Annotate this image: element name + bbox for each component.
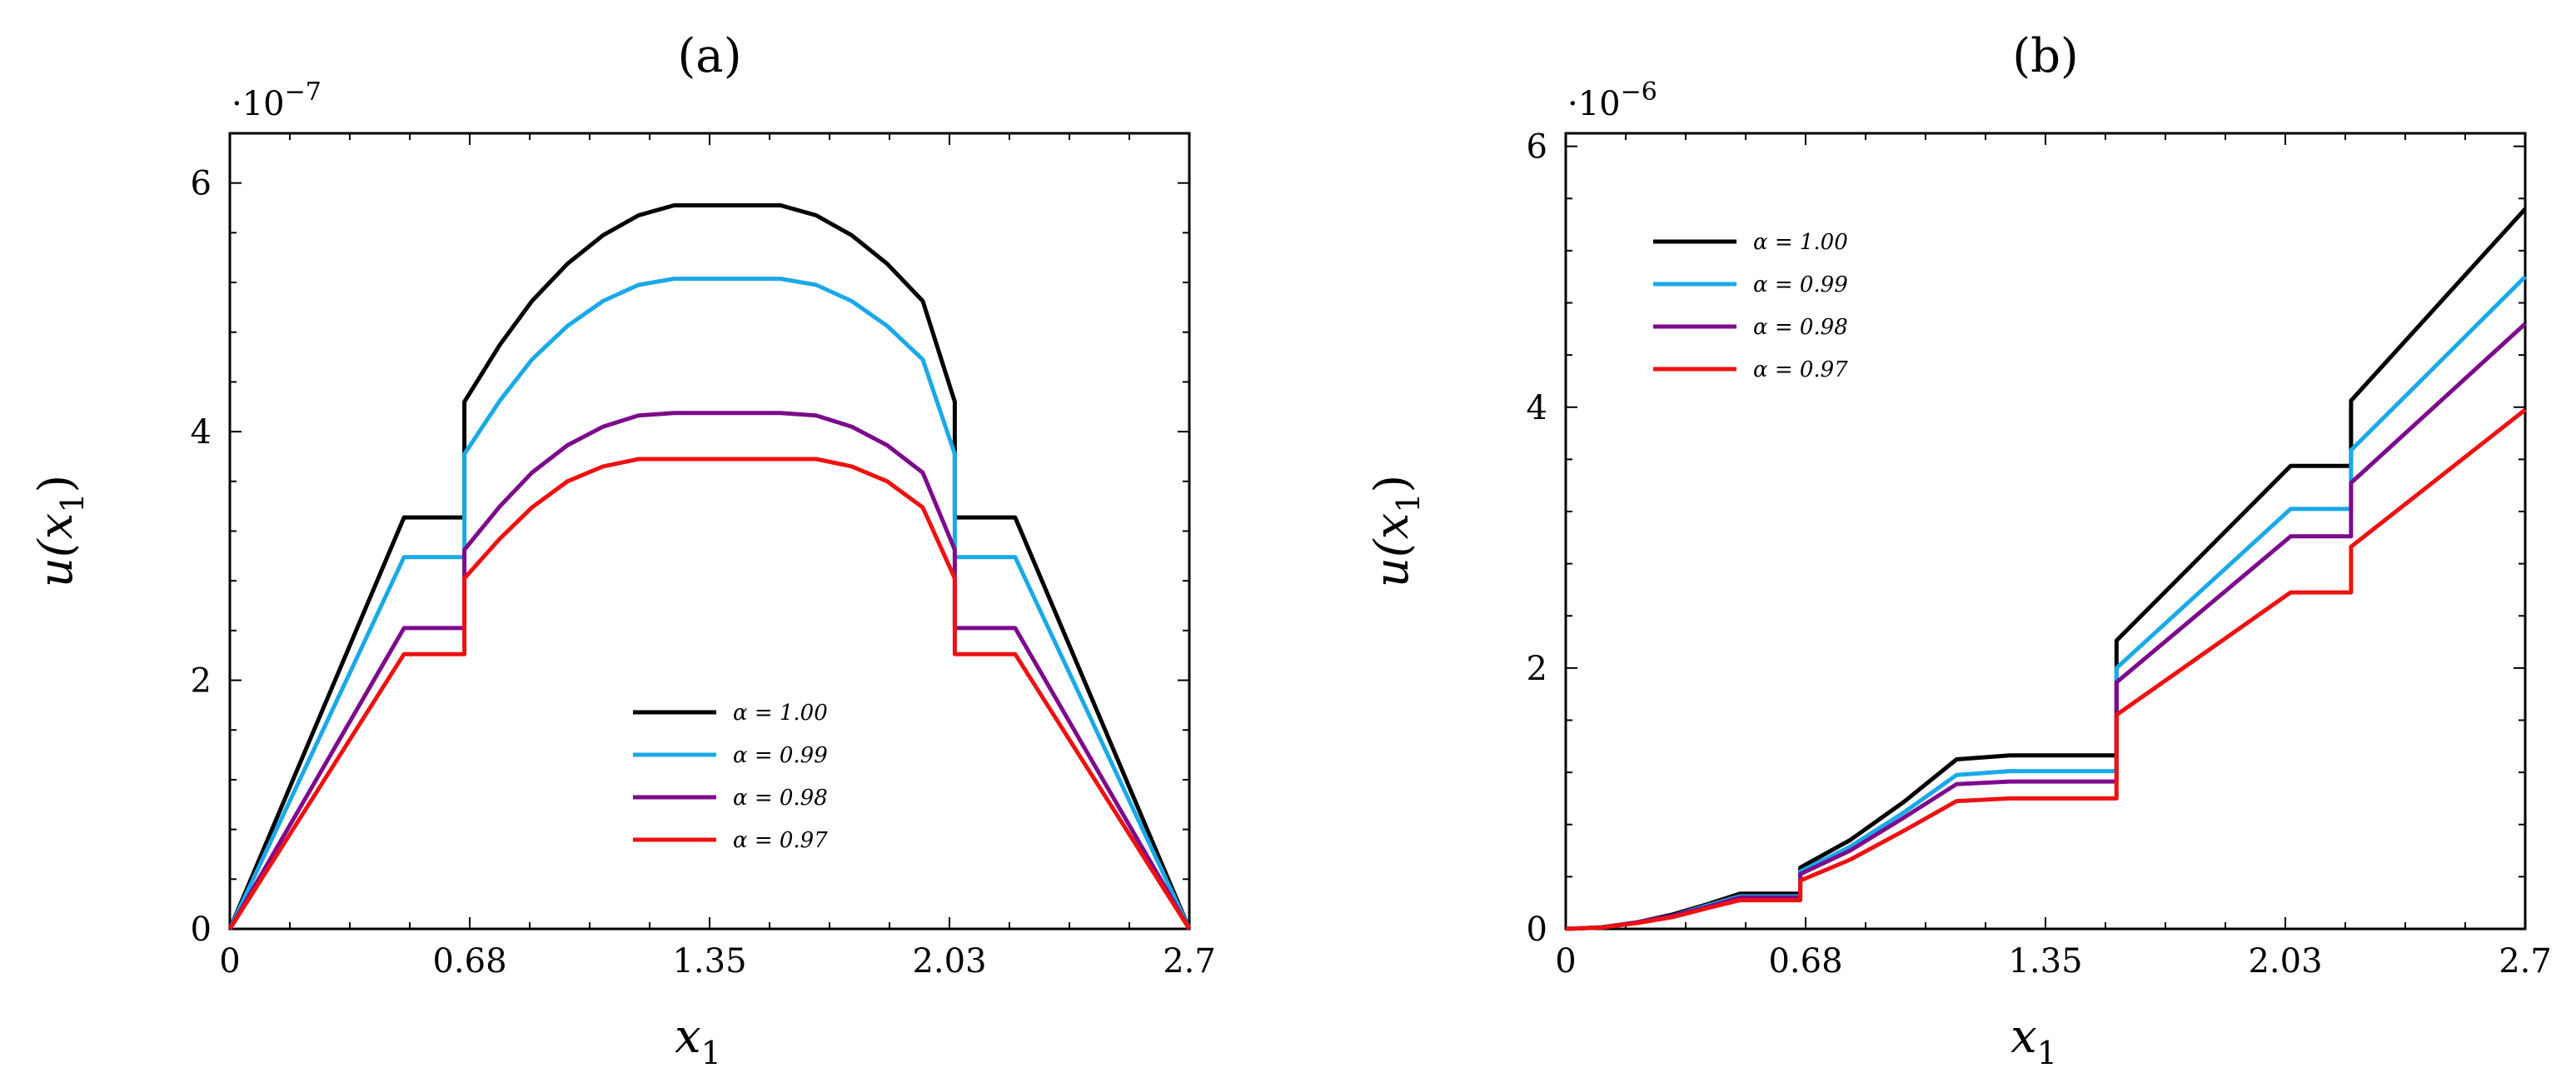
x-tick-label: 1.35 [672,942,746,981]
y-exponent-label: ·10−6 [1567,77,1657,123]
y-axis-label: u(x1) [1365,475,1427,588]
y-tick-label: 4 [1527,389,1547,427]
series-line-3 [1565,407,2527,931]
y-tick-label: 4 [191,413,212,452]
chart-title: (a) [677,29,741,83]
x-tick-label: 0.68 [1768,942,1842,981]
x-tick-label: 1.35 [2008,942,2082,981]
y-axis-label-sub: 1 [1390,493,1427,513]
x-tick-label: 2.03 [912,942,986,981]
legend-label: α = 0.99 [733,743,828,768]
x-tick-label: 0 [219,942,240,981]
y-tick-label: 2 [191,662,212,701]
series-line-2 [227,411,1192,931]
y-tick-label: 6 [1527,128,1547,167]
series-line-2 [1565,322,2527,931]
x-tick-label: 0.68 [432,942,506,981]
x-axis-label-sub: 1 [701,1035,721,1071]
plot-frame [1564,132,2527,931]
y-axis-label-sub: 1 [54,493,91,513]
y-tick-label: 0 [191,911,212,949]
chart-panel-a: 0 0.68 1.35 2.03 2.7 0 2 4 6 ·10−7 (a) x1 u(x1) α = 1… [29,29,1216,1071]
x-tick-label: 2.7 [2499,942,2552,981]
y-tick-label: 0 [1527,911,1547,949]
plot-frame [228,132,1191,931]
x-tick-label: 2.7 [1163,942,1216,981]
series-line-1 [227,277,1192,931]
y-axis-label-close: ) [1365,475,1419,493]
x-tick-label: 0 [1555,942,1576,981]
legend-label: α = 1.00 [733,701,828,726]
y-axis-label: u(x1) [29,475,91,588]
legend-label: α = 0.99 [1753,272,1848,297]
y-exponent-label: ·10−7 [232,77,321,123]
x-tick-label: 2.03 [2248,942,2322,981]
y-axis-label-close: ) [29,475,83,493]
legend-label: α = 0.98 [1753,315,1848,340]
legend-label: α = 0.97 [733,828,828,853]
x-axis-label-sub: 1 [2037,1035,2057,1071]
series-line-3 [227,457,1192,931]
x-axis-label: x1 [675,1010,721,1071]
chart-title: (b) [2012,29,2079,83]
y-exponent-power: −7 [285,77,321,107]
series-line-0 [1565,207,2527,931]
y-exponent-power: −6 [1621,77,1657,107]
series-line-1 [1565,275,2527,931]
y-tick-label: 6 [191,165,212,203]
y-tick-label: 2 [1527,650,1547,688]
legend-label: α = 0.98 [733,786,828,811]
legend-label: α = 0.97 [1753,357,1848,382]
series-line-0 [227,203,1192,930]
chart-panel-b: 0 0.68 1.35 2.03 2.7 0 2 4 6 ·10−6 (b) x1 u(x1) α = 1… [1365,29,2552,1071]
legend-label: α = 1.00 [1753,230,1848,255]
x-axis-label: x1 [2010,1010,2057,1071]
